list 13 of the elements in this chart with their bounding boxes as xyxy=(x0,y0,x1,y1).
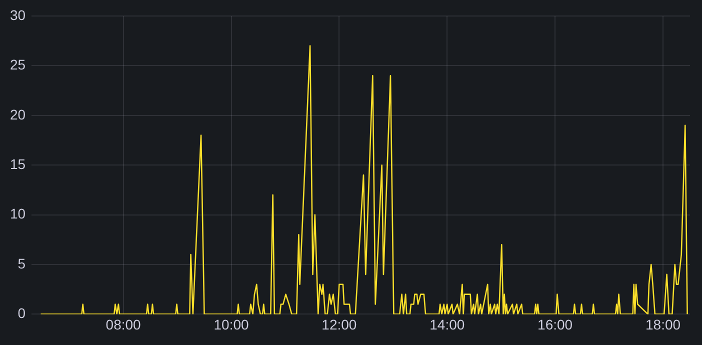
y-tick-label: 20 xyxy=(10,106,26,122)
x-tick-label: 18:00 xyxy=(645,316,681,332)
y-tick-label: 0 xyxy=(18,305,26,322)
x-tick-label: 16:00 xyxy=(538,316,573,332)
x-tick-label: 12:00 xyxy=(322,316,357,332)
x-tick-label: 10:00 xyxy=(214,316,249,332)
y-tick-label: 25 xyxy=(10,56,26,73)
y-tick-label: 30 xyxy=(10,6,26,23)
y-tick-label: 15 xyxy=(10,156,26,172)
x-tick-label: 08:00 xyxy=(106,316,142,332)
y-tick-label: 5 xyxy=(18,255,26,272)
x-tick-label: 14:00 xyxy=(430,316,465,332)
y-tick-label: 10 xyxy=(10,206,26,222)
